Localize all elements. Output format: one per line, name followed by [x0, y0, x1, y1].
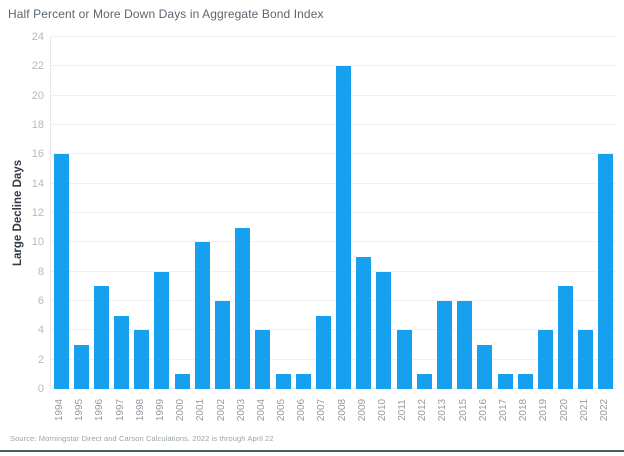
gridline-y-10 — [51, 241, 616, 243]
y-tick-label-20: 20 — [31, 89, 44, 102]
source-note: Source: Morningstar Direct and Carson Ca… — [10, 434, 274, 443]
bar-2005[interactable] — [275, 374, 291, 389]
x-tick-label-2022: 2022 — [598, 398, 610, 422]
x-tick-label-2002: 2002 — [215, 398, 227, 422]
y-tick-label-22: 22 — [31, 60, 44, 73]
bar-2017[interactable] — [497, 374, 513, 389]
y-tick-label-0: 0 — [37, 383, 44, 395]
gridline-y-0 — [51, 388, 616, 389]
x-tick-label-2013: 2013 — [437, 398, 449, 422]
x-tick-label-2004: 2004 — [255, 398, 267, 422]
gridline-y-20 — [51, 94, 616, 96]
bar-2016[interactable] — [477, 345, 493, 389]
y-tick-label-24: 24 — [31, 31, 44, 43]
bar-2015[interactable] — [457, 301, 473, 389]
x-tick-label-2003: 2003 — [235, 398, 247, 422]
x-tick-label-2006: 2006 — [296, 398, 308, 422]
x-tick-label-2015: 2015 — [457, 398, 469, 422]
x-tick-label-2020: 2020 — [558, 398, 570, 422]
bar-1995[interactable] — [73, 345, 89, 389]
bar-2021[interactable] — [578, 330, 594, 389]
bottom-accent-rule — [0, 450, 624, 452]
gridline-y-12 — [51, 212, 616, 213]
bar-2004[interactable] — [255, 330, 271, 389]
bar-2012[interactable] — [416, 374, 432, 389]
x-tick-label-2008: 2008 — [336, 398, 348, 422]
x-tick-label-1996: 1996 — [94, 398, 106, 422]
chart-title: Half Percent or More Down Days in Aggreg… — [8, 7, 324, 21]
bar-2007[interactable] — [315, 315, 331, 389]
gridline-y-6 — [51, 300, 616, 301]
bar-1996[interactable] — [93, 286, 109, 389]
bar-2003[interactable] — [235, 227, 251, 389]
y-tick-label-16: 16 — [31, 148, 44, 161]
bar-2008[interactable] — [336, 66, 352, 389]
bar-1998[interactable] — [134, 330, 150, 389]
x-tick-label-2007: 2007 — [316, 398, 328, 422]
gridline-y-16 — [51, 153, 616, 155]
bar-1999[interactable] — [154, 271, 170, 389]
bar-2001[interactable] — [194, 242, 210, 389]
bar-2013[interactable] — [436, 301, 452, 389]
y-tick-label-14: 14 — [31, 177, 44, 190]
bar-2009[interactable] — [356, 257, 372, 389]
bar-2002[interactable] — [215, 301, 231, 389]
y-tick-label-10: 10 — [31, 236, 44, 249]
bar-1997[interactable] — [114, 315, 130, 389]
x-tick-label-1994: 1994 — [54, 398, 66, 422]
plot-area — [50, 36, 616, 389]
bar-2011[interactable] — [396, 330, 412, 389]
y-tick-label-2: 2 — [37, 353, 44, 366]
y-tick-label-4: 4 — [37, 324, 44, 337]
bar-2019[interactable] — [537, 330, 553, 389]
gridline-y-8 — [51, 270, 616, 272]
gridline-y-22 — [51, 65, 616, 67]
x-tick-label-2019: 2019 — [538, 398, 550, 422]
x-tick-label-2000: 2000 — [175, 398, 187, 422]
bar-2010[interactable] — [376, 271, 392, 389]
bar-2000[interactable] — [174, 374, 190, 389]
bar-2022[interactable] — [598, 154, 614, 389]
x-tick-label-1997: 1997 — [114, 398, 126, 422]
x-tick-label-1998: 1998 — [134, 398, 146, 422]
x-tick-label-2005: 2005 — [276, 398, 288, 422]
gridline-y-24 — [51, 36, 616, 37]
bar-2020[interactable] — [558, 286, 574, 389]
y-tick-label-6: 6 — [37, 295, 44, 307]
gridline-y-4 — [51, 329, 616, 331]
y-tick-label-18: 18 — [31, 119, 44, 131]
y-tick-label-8: 8 — [37, 265, 44, 278]
x-tick-label-2018: 2018 — [518, 398, 530, 422]
x-tick-label-1999: 1999 — [154, 398, 166, 422]
gridline-y-2 — [51, 358, 616, 360]
gridline-y-14 — [51, 182, 616, 184]
x-tick-label-2021: 2021 — [578, 398, 590, 422]
bar-2018[interactable] — [517, 374, 533, 389]
x-tick-label-2012: 2012 — [417, 398, 429, 422]
x-tick-label-1995: 1995 — [74, 398, 86, 422]
x-tick-label-2009: 2009 — [356, 398, 368, 422]
x-tick-label-2011: 2011 — [397, 399, 409, 421]
x-tick-label-2016: 2016 — [477, 398, 489, 422]
x-tick-label-2017: 2017 — [498, 398, 510, 422]
y-tick-label-12: 12 — [31, 207, 44, 219]
bar-1994[interactable] — [53, 154, 69, 389]
x-tick-label-2001: 2001 — [195, 398, 207, 422]
gridline-y-18 — [51, 124, 616, 125]
x-tick-label-2010: 2010 — [376, 398, 388, 422]
bar-2006[interactable] — [295, 374, 311, 389]
